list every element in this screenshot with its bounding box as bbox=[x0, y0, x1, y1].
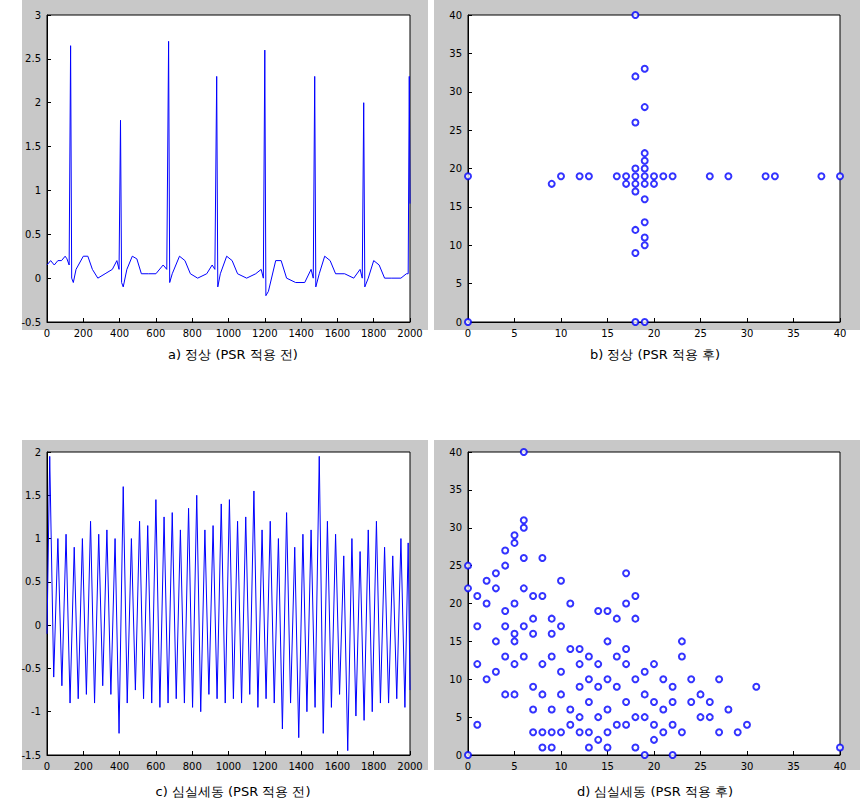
svg-text:200: 200 bbox=[74, 328, 93, 339]
svg-text:30: 30 bbox=[449, 522, 462, 533]
svg-text:25: 25 bbox=[694, 328, 707, 339]
svg-text:5: 5 bbox=[456, 712, 462, 723]
svg-text:-1: -1 bbox=[31, 706, 41, 717]
svg-text:25: 25 bbox=[449, 560, 462, 571]
svg-text:1800: 1800 bbox=[361, 328, 386, 339]
svg-text:30: 30 bbox=[741, 761, 754, 772]
svg-text:35: 35 bbox=[449, 484, 462, 495]
svg-text:20: 20 bbox=[648, 328, 661, 339]
svg-text:3: 3 bbox=[35, 10, 41, 21]
svg-text:1200: 1200 bbox=[252, 328, 277, 339]
svg-text:15: 15 bbox=[601, 761, 614, 772]
svg-text:0: 0 bbox=[465, 328, 471, 339]
svg-text:0: 0 bbox=[44, 328, 50, 339]
svg-text:1.5: 1.5 bbox=[25, 490, 41, 501]
svg-text:0: 0 bbox=[465, 761, 471, 772]
svg-text:2: 2 bbox=[35, 447, 41, 458]
svg-text:1: 1 bbox=[35, 533, 41, 544]
svg-text:15: 15 bbox=[449, 201, 462, 212]
svg-text:1400: 1400 bbox=[288, 761, 313, 772]
svg-text:5: 5 bbox=[511, 761, 517, 772]
svg-text:400: 400 bbox=[110, 328, 129, 339]
svg-text:0.5: 0.5 bbox=[25, 229, 41, 240]
svg-text:20: 20 bbox=[648, 761, 661, 772]
svg-text:30: 30 bbox=[741, 328, 754, 339]
svg-text:1000: 1000 bbox=[216, 761, 241, 772]
svg-text:40: 40 bbox=[834, 328, 847, 339]
svg-text:0: 0 bbox=[456, 750, 462, 761]
svg-text:15: 15 bbox=[601, 328, 614, 339]
svg-text:30: 30 bbox=[449, 86, 462, 97]
svg-text:-0.5: -0.5 bbox=[21, 663, 41, 674]
svg-text:-0.5: -0.5 bbox=[21, 317, 41, 328]
svg-text:1.5: 1.5 bbox=[25, 141, 41, 152]
svg-text:1600: 1600 bbox=[325, 761, 350, 772]
svg-text:1400: 1400 bbox=[288, 328, 313, 339]
svg-text:600: 600 bbox=[146, 328, 165, 339]
svg-text:0: 0 bbox=[44, 761, 50, 772]
svg-text:35: 35 bbox=[787, 328, 800, 339]
svg-text:40: 40 bbox=[449, 10, 462, 21]
svg-text:600: 600 bbox=[146, 761, 165, 772]
svg-text:20: 20 bbox=[449, 163, 462, 174]
svg-text:2.5: 2.5 bbox=[25, 53, 41, 64]
svg-text:-1.5: -1.5 bbox=[21, 750, 41, 761]
svg-text:40: 40 bbox=[834, 761, 847, 772]
svg-text:800: 800 bbox=[183, 761, 202, 772]
svg-text:25: 25 bbox=[449, 125, 462, 136]
svg-text:0: 0 bbox=[456, 317, 462, 328]
svg-text:0: 0 bbox=[35, 620, 41, 631]
svg-text:200: 200 bbox=[74, 761, 93, 772]
svg-text:10: 10 bbox=[555, 761, 568, 772]
svg-text:10: 10 bbox=[449, 674, 462, 685]
svg-text:d) 심실세동 (PSR 적용 후): d) 심실세동 (PSR 적용 후) bbox=[577, 784, 733, 799]
svg-text:10: 10 bbox=[555, 328, 568, 339]
svg-text:400: 400 bbox=[110, 761, 129, 772]
svg-text:40: 40 bbox=[449, 447, 462, 458]
svg-text:5: 5 bbox=[511, 328, 517, 339]
svg-text:2000: 2000 bbox=[397, 761, 422, 772]
svg-text:35: 35 bbox=[449, 48, 462, 59]
svg-text:10: 10 bbox=[449, 240, 462, 251]
svg-text:1: 1 bbox=[35, 185, 41, 196]
svg-text:1000: 1000 bbox=[216, 328, 241, 339]
svg-text:1200: 1200 bbox=[252, 761, 277, 772]
svg-text:2000: 2000 bbox=[397, 328, 422, 339]
svg-text:5: 5 bbox=[456, 278, 462, 289]
svg-text:a) 정상 (PSR 적용 전): a) 정상 (PSR 적용 전) bbox=[168, 347, 298, 362]
svg-text:1800: 1800 bbox=[361, 761, 386, 772]
svg-text:20: 20 bbox=[449, 598, 462, 609]
svg-text:0: 0 bbox=[35, 273, 41, 284]
svg-text:25: 25 bbox=[694, 761, 707, 772]
svg-text:35: 35 bbox=[787, 761, 800, 772]
svg-text:0.5: 0.5 bbox=[25, 576, 41, 587]
svg-text:800: 800 bbox=[183, 328, 202, 339]
svg-text:15: 15 bbox=[449, 636, 462, 647]
svg-text:b) 정상 (PSR 적용 후): b) 정상 (PSR 적용 후) bbox=[590, 347, 720, 362]
svg-text:2: 2 bbox=[35, 97, 41, 108]
svg-text:1600: 1600 bbox=[325, 328, 350, 339]
svg-text:c) 심실세동 (PSR 적용 전): c) 심실세동 (PSR 적용 전) bbox=[155, 784, 310, 799]
